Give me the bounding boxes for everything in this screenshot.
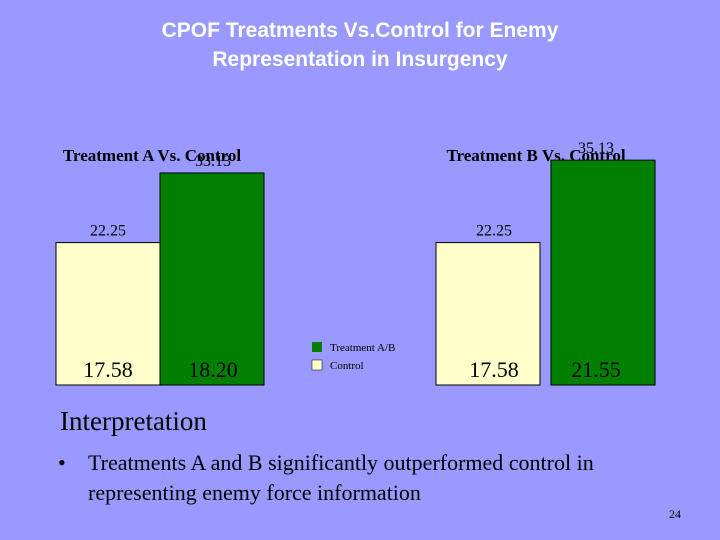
interpretation-heading: Interpretation: [60, 406, 207, 436]
chart-treatment-a: Treatment A Vs. Control 22.25 17.58 33.13 1…: [55, 146, 265, 386]
bullet-symbol: •: [58, 450, 66, 475]
bar-top-label-treatment: 35.13: [578, 140, 614, 157]
title-line-2: Representation in Insurgency: [212, 48, 508, 71]
page-title: CPOF Treatments Vs.Control for Enemy Rep…: [60, 16, 660, 74]
bar-treatment: [550, 159, 656, 386]
bar-top-label-control: 22.25: [476, 223, 512, 240]
bar-top-label-control: 22.25: [90, 223, 126, 240]
bar-control: [55, 242, 161, 386]
legend-swatch-control: [311, 359, 323, 371]
legend-label-treatment: Treatment A/B: [330, 342, 395, 354]
chart-treatment-b: Treatment B Vs. Control 22.2517.5835.132…: [435, 140, 656, 386]
legend-label-control: Control: [330, 360, 364, 372]
bullet-item: • Treatments A and B significantly outpe…: [58, 448, 658, 508]
chart-a-title: Treatment A Vs. Control: [63, 146, 241, 165]
bar-value-label-treatment: 21.55: [571, 357, 621, 382]
page-number: 24: [669, 507, 681, 521]
bar-value-label-control: 17.58: [469, 357, 519, 382]
bar-control: [435, 242, 541, 386]
bar-treatment: [159, 172, 265, 386]
bar-top-label-treatment: 33.13: [195, 153, 231, 170]
bar-value-label-treatment: 18.20: [188, 357, 238, 382]
legend: Treatment A/B Control: [311, 342, 395, 372]
title-line-1: CPOF Treatments Vs.Control for Enemy: [161, 19, 559, 42]
legend-swatch-treatment: [312, 342, 322, 352]
bullet-text: Treatments A and B significantly outperf…: [88, 450, 594, 505]
bar-value-label-control: 17.58: [83, 357, 133, 382]
